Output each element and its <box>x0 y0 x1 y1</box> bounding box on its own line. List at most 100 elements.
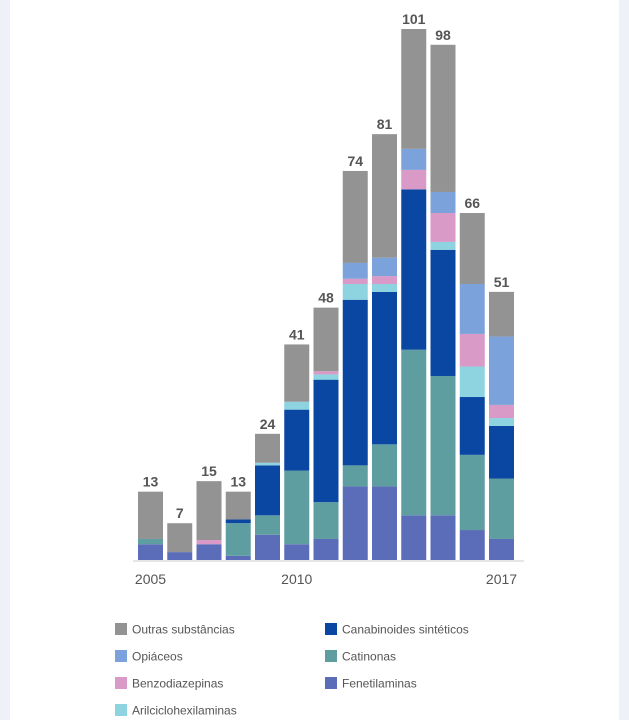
bar-segment-2011-3 <box>313 374 339 380</box>
x-tick-labels-group: 2005 2010 2017 <box>135 571 517 587</box>
bar-segment-2015-4 <box>430 213 456 242</box>
bar-segment-2017-2 <box>489 425 514 479</box>
bar-segment-2016-1 <box>459 454 485 531</box>
legend-item: Opiáceos <box>115 650 183 664</box>
bar-total-label: 51 <box>494 274 510 290</box>
bar-total-label: 13 <box>143 474 159 490</box>
bar-segment-2005-6 <box>138 491 163 539</box>
bar-segment-2005-0 <box>138 544 163 560</box>
bar-segment-2015-5 <box>430 191 456 214</box>
bar-total-label: 13 <box>230 474 246 490</box>
bar-segment-2010-0 <box>284 544 310 560</box>
bar-segment-2015-6 <box>430 44 456 192</box>
legend-item: Canabinoides sintéticos <box>325 623 469 637</box>
bar-segment-2013-3 <box>372 283 397 292</box>
bar-segment-2014-5 <box>401 148 427 170</box>
bar-segment-2017-6 <box>489 291 514 337</box>
x-tick-label: 2010 <box>281 571 312 587</box>
bar-segment-2007-0 <box>196 544 222 560</box>
bar-segment-2008-1 <box>225 523 251 556</box>
bar-segment-2013-4 <box>372 276 397 284</box>
legend-label: Catinonas <box>342 650 396 664</box>
bar-segment-2017-1 <box>489 478 514 539</box>
bar-segment-2007-4 <box>196 540 222 545</box>
bar-segment-2016-4 <box>459 333 485 367</box>
bar-segment-2014-1 <box>401 349 427 516</box>
bar-segment-2009-3 <box>255 462 280 466</box>
bar-segment-2010-1 <box>284 470 310 545</box>
bar-segment-2016-3 <box>459 366 485 398</box>
bar-segment-2014-0 <box>401 515 427 560</box>
bar-segment-2014-4 <box>401 169 427 190</box>
bar-segment-2012-3 <box>342 283 368 300</box>
bar-segment-2012-5 <box>342 262 368 279</box>
bar-segment-2010-2 <box>284 409 310 471</box>
bar-segment-2013-1 <box>372 444 397 487</box>
bar-segment-2012-0 <box>342 486 368 560</box>
bar-segment-2013-5 <box>372 257 397 277</box>
x-tick-label: 2017 <box>486 571 517 587</box>
bar-segment-2010-6 <box>284 344 310 402</box>
legend-swatch <box>115 704 127 716</box>
bar-segment-2012-2 <box>342 299 368 466</box>
bar-segment-2012-4 <box>342 278 368 284</box>
bar-total-label: 41 <box>289 326 305 342</box>
legend-swatch <box>325 650 337 662</box>
legend-item: Benzodiazepinas <box>115 677 223 691</box>
bar-segment-2016-0 <box>459 530 485 560</box>
bar-segment-2008-6 <box>225 491 251 520</box>
bar-segment-2009-2 <box>255 465 280 516</box>
bar-segment-2006-0 <box>167 552 193 560</box>
bar-total-label: 48 <box>318 290 334 306</box>
bar-segment-2016-2 <box>459 397 485 455</box>
bar-segment-2009-6 <box>255 433 280 463</box>
bar-segment-2011-6 <box>313 307 339 372</box>
legend-item: Fenetilaminas <box>325 677 417 691</box>
x-tick-label: 2005 <box>135 571 166 587</box>
legend-swatch <box>325 623 337 635</box>
bar-segment-2011-2 <box>313 379 339 503</box>
legend-item: Catinonas <box>325 650 396 664</box>
bar-segment-2011-4 <box>313 371 339 375</box>
bar-segment-2011-1 <box>313 502 339 539</box>
bar-total-label: 74 <box>347 153 363 169</box>
bar-segment-2016-5 <box>459 283 485 334</box>
legend-swatch <box>115 677 127 689</box>
bar-segment-2012-6 <box>342 170 368 263</box>
bar-segment-2017-4 <box>489 404 514 419</box>
chart-panel: 13 7 15 13 24 41 48 74 81 101 98 66 51 2005 2010 2017 … <box>10 0 619 720</box>
legend-item: Outras substâncias <box>115 623 235 637</box>
bar-total-label: 7 <box>176 505 184 521</box>
bar-segment-2016-6 <box>459 213 485 284</box>
bar-segment-2017-5 <box>489 336 514 405</box>
bar-segment-2009-0 <box>255 534 280 560</box>
legend-item: Arilciclohexilaminas <box>115 704 237 718</box>
legend-label: Fenetilaminas <box>342 677 417 691</box>
legend-label: Opiáceos <box>132 650 183 664</box>
bar-segment-2014-6 <box>401 29 427 149</box>
bar-segment-2014-2 <box>401 189 427 350</box>
legend-swatch <box>115 650 127 662</box>
bar-segment-2005-1 <box>138 538 163 545</box>
bar-segment-2008-2 <box>225 519 251 524</box>
bar-segment-2017-3 <box>489 418 514 426</box>
bar-segment-2015-1 <box>430 375 456 516</box>
bar-segment-2010-3 <box>284 401 310 410</box>
bar-total-label: 81 <box>377 116 393 132</box>
bar-segment-2007-6 <box>196 481 222 541</box>
bar-segment-2009-1 <box>255 515 280 535</box>
bar-totals-group: 13 7 15 13 24 41 48 74 81 101 98 66 51 <box>143 11 510 521</box>
bar-segment-2013-0 <box>372 486 397 560</box>
legend-label: Benzodiazepinas <box>132 677 223 691</box>
legend-swatch <box>115 623 127 635</box>
bar-segment-2013-2 <box>372 291 397 445</box>
bar-total-label: 66 <box>464 195 480 211</box>
bar-total-label: 15 <box>201 463 217 479</box>
bar-segment-2017-0 <box>489 538 514 560</box>
legend: Outras substâncias Canabinoides sintético… <box>115 623 469 718</box>
legend-label: Canabinoides sintéticos <box>342 623 469 637</box>
bar-segment-2012-1 <box>342 465 368 487</box>
bar-total-label: 98 <box>435 27 451 43</box>
bar-total-label: 101 <box>402 11 426 27</box>
bar-segment-2015-2 <box>430 249 456 376</box>
